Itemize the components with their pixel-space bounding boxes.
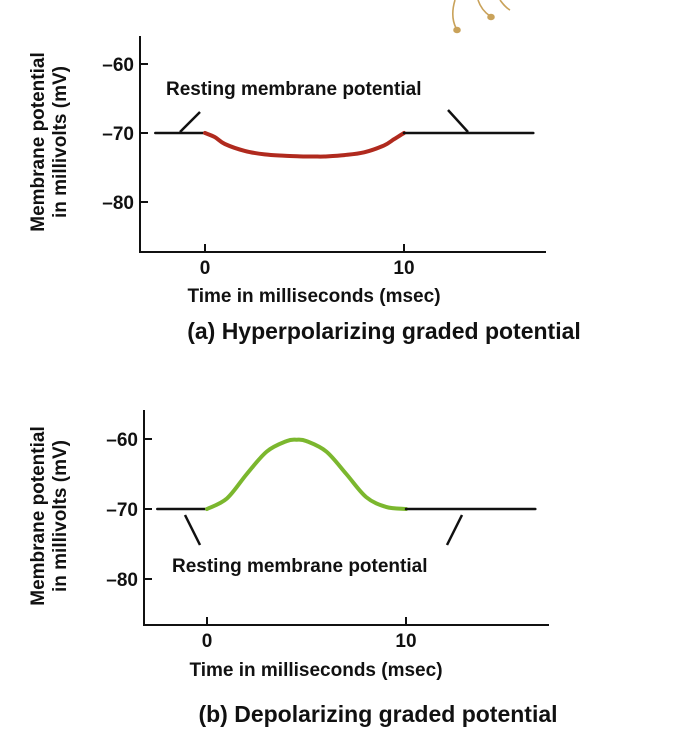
y-tick-label: –80 — [106, 570, 138, 591]
annotation-resting-membrane-potential: Resting membrane potential — [172, 556, 428, 577]
y-tick-label: –70 — [102, 124, 134, 145]
x-tick-label: 10 — [395, 631, 416, 652]
y-tick-label: –60 — [102, 55, 134, 76]
x-axis-title: Time in milliseconds (msec) — [189, 660, 442, 681]
panel-title: (b) Depolarizing graded potential — [198, 701, 557, 727]
annotation-resting-membrane-potential: Resting membrane potential — [166, 79, 422, 100]
x-axis-title: Time in milliseconds (msec) — [187, 286, 440, 307]
panel-b-depolarizing: Membrane potential in millivolts (mV) –6… — [28, 410, 558, 727]
y-axis-label-line-2: in millivolts (mV) — [50, 66, 71, 218]
annotation-leader-right — [445, 514, 464, 546]
y-tick-label: –60 — [106, 430, 138, 451]
series-line-depolarizing-response — [205, 437, 408, 511]
y-axis-label-line-1: Membrane potential — [28, 52, 49, 231]
annotation-leader-left — [183, 514, 202, 546]
y-axis-label-line-2: in millivolts (mV) — [50, 440, 71, 592]
y-tick-label: –70 — [106, 500, 138, 521]
x-tick-label: 0 — [200, 258, 211, 279]
panel-a-hyperpolarizing: Membrane potential in millivolts (mV) –6… — [28, 36, 581, 344]
annotation-leader-left — [179, 111, 201, 133]
y-tick-label: –80 — [102, 193, 134, 214]
y-axis-label: Membrane potential in millivolts (mV) — [28, 52, 71, 231]
annotation-leader-right — [447, 109, 469, 133]
y-axis-label: Membrane potential in millivolts (mV) — [28, 426, 71, 605]
panel-title: (a) Hyperpolarizing graded potential — [187, 318, 581, 344]
series-line-hyperpolarizing-response — [203, 131, 406, 159]
corner-ornament-icon — [452, 0, 511, 34]
y-axis-label-line-1: Membrane potential — [28, 426, 49, 605]
x-tick-label: 10 — [393, 258, 414, 279]
x-tick-label: 0 — [202, 631, 213, 652]
